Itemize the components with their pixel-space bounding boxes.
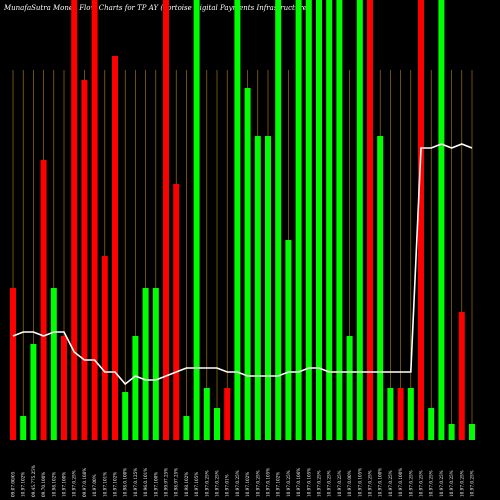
x-tick-label: 10.97.0.25% xyxy=(388,470,393,497)
bar xyxy=(112,56,118,440)
x-tick-label: 10.97.0.25% xyxy=(204,470,209,497)
x-tick-label: 10.97.0.25% xyxy=(215,470,220,497)
x-tick-label: 10.97.0.100% xyxy=(398,468,403,497)
bar xyxy=(448,424,455,440)
x-tick-label: 10.98.102% xyxy=(184,472,189,497)
bar xyxy=(336,0,343,440)
bar xyxy=(40,160,47,440)
bar xyxy=(142,288,149,440)
bar xyxy=(397,388,404,440)
x-tick-label: 10.97.0.125% xyxy=(133,468,138,497)
bar xyxy=(356,0,363,440)
x-tick-label: 10.97.00% xyxy=(92,474,97,497)
x-tick-label: 10.97.0.25% xyxy=(408,470,413,497)
x-tick-label: 10.96.0.101% xyxy=(143,468,148,497)
bar xyxy=(203,388,210,440)
x-tick-label: 10.97.0.105% xyxy=(306,468,311,497)
x-tick-label: 10.98.0.100% xyxy=(123,468,128,497)
x-tick-label: 09.70.100% xyxy=(41,472,46,497)
bar xyxy=(20,416,27,440)
x-tick-label: 10.97.102% xyxy=(245,472,250,497)
x-tick-label: 10.97.0.25% xyxy=(317,470,322,497)
bar xyxy=(91,0,98,440)
bar xyxy=(244,88,251,440)
bar xyxy=(183,416,190,440)
x-tick-label: 10.97.0.25% xyxy=(449,470,454,497)
x-tick-label: 10.97.105% xyxy=(194,472,199,497)
bar xyxy=(418,0,424,440)
bar xyxy=(428,408,435,440)
bar xyxy=(469,424,475,440)
bar xyxy=(377,136,384,440)
x-tick-label: 10.97.0.25% xyxy=(337,470,342,497)
x-tick-label: 10.97.101% xyxy=(102,472,107,497)
bar xyxy=(193,0,200,440)
x-tick-label: 10.97.0.25% xyxy=(470,470,475,497)
bar xyxy=(30,344,37,440)
bar xyxy=(234,0,241,440)
x-tick-label: 10.97.102% xyxy=(113,472,118,497)
bar xyxy=(50,288,57,440)
x-tick-label: 10.97.0.25% xyxy=(439,470,444,497)
x-tick-label: 10.97.0.105% xyxy=(357,468,362,497)
bar xyxy=(81,80,88,440)
bar xyxy=(152,288,159,440)
bar xyxy=(367,0,373,440)
bar xyxy=(224,388,231,440)
x-tick-label: 10.97.0.25% xyxy=(72,470,77,497)
bar xyxy=(305,0,312,440)
x-tick-label: 10.97.0.25% xyxy=(419,470,424,497)
x-tick-label: 10.97.0.25% xyxy=(327,470,332,497)
bar xyxy=(132,336,139,440)
bar xyxy=(285,240,292,440)
x-tick-label: 10.97.0.105% xyxy=(266,468,271,497)
x-tick-label: 10.97.0.106% xyxy=(296,468,301,497)
bar xyxy=(214,408,220,440)
bar xyxy=(61,336,67,440)
bar xyxy=(346,336,353,440)
x-tick-label: 10.97.0.25% xyxy=(429,470,434,497)
bar xyxy=(387,388,394,440)
bar xyxy=(458,312,465,440)
x-tick-label: 09.07.00/05 xyxy=(11,471,16,497)
chart-title: MunafaSutra Money Flow Charts for TP AY … xyxy=(3,4,307,12)
bar xyxy=(122,392,129,440)
money-flow-line xyxy=(12,143,473,386)
x-tick-label: 10.97.0.25% xyxy=(368,470,373,497)
x-tick-label: 10.97.100% xyxy=(62,472,67,497)
bar xyxy=(254,136,261,440)
bar xyxy=(71,0,78,440)
bar xyxy=(275,0,282,440)
bar xyxy=(438,0,445,440)
x-tick-label: 10.97.102% xyxy=(276,472,281,497)
bar xyxy=(10,288,16,440)
bar xyxy=(101,256,108,440)
x-tick-label: 10.97.0.25% xyxy=(286,470,291,497)
x-tick-label: 09.45.775.25% xyxy=(31,465,36,497)
bar xyxy=(173,184,180,440)
bar xyxy=(316,0,322,440)
bar xyxy=(265,136,271,440)
bar xyxy=(407,388,414,440)
x-tick-label: 10.98.97.25% xyxy=(174,468,179,497)
x-tick-label: 10.99.97.25% xyxy=(164,468,169,497)
x-tick-label: 10.97.100% xyxy=(153,472,158,497)
bar xyxy=(295,0,302,440)
x-tick-label: 10.97.0.25% xyxy=(255,470,260,497)
x-tick-label: 10.97.0.100% xyxy=(378,468,383,497)
x-tick-label: 10.97.0.25% xyxy=(235,470,240,497)
bar xyxy=(326,0,333,440)
x-tick-label: 10.97.0.00% xyxy=(347,470,352,497)
x-tick-label: 10.97.102% xyxy=(21,472,26,497)
x-tick-label: 09.97.0.108% xyxy=(82,468,87,497)
x-tick-label: 10.97.0.25% xyxy=(459,470,464,497)
x-tick-label: 10.98.102% xyxy=(51,472,56,497)
bar xyxy=(163,0,169,440)
x-tick-label: 10.97.01% xyxy=(225,474,230,497)
